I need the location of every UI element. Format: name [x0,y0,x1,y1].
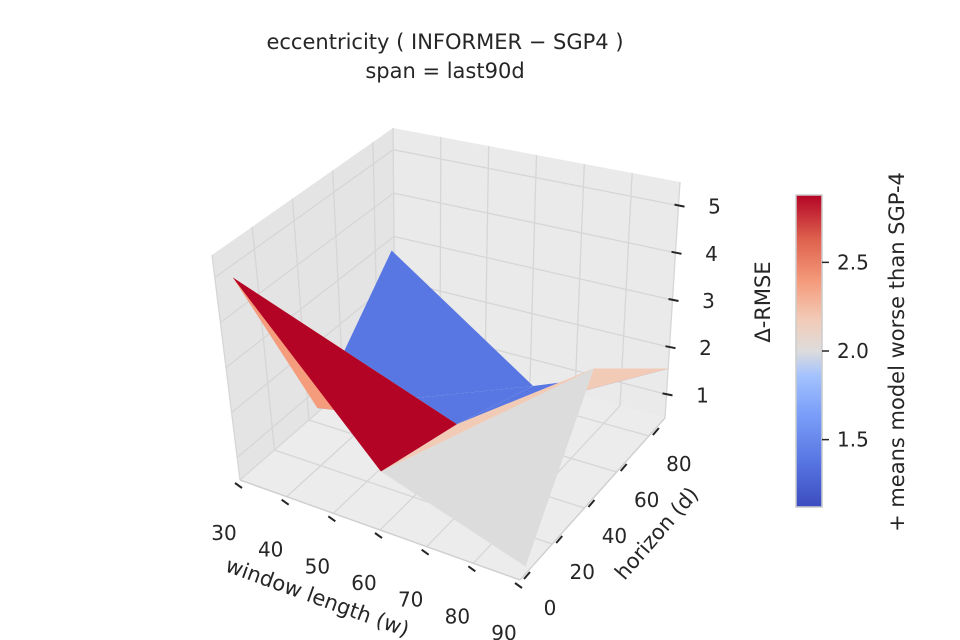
z-tick-label: 3 [702,289,715,313]
colorbar-ticks: 1.5 2.0 2.5 [822,250,869,452]
z-gridline [393,192,676,254]
x-tick-mark [514,582,523,589]
z-tick-label: 4 [705,242,718,266]
z-tick-mark [662,392,673,397]
x-tick-mark [374,532,383,539]
y-tick-mark [587,499,596,508]
z-tick-mark [671,250,682,255]
y-axis-line [519,417,666,581]
surface [232,250,670,567]
colorbar-tick-label: 2.0 [837,339,869,363]
x-tick-mark [421,548,430,556]
z-gridline [393,149,679,207]
x-tick-label: 50 [305,554,330,578]
z-tick-label: 2 [699,336,712,360]
x-tick-label: 90 [491,621,516,640]
surface-facet [232,277,457,472]
z-tick-label: 1 [696,383,709,407]
y-tick-mark [652,427,660,436]
z-gridline [214,149,394,279]
x-tick-label: 60 [351,571,376,595]
y-tick-label: 40 [602,524,627,548]
x-tick-mark [281,498,290,506]
y-tick-label: 20 [569,560,594,584]
z-tick-mark [665,345,676,350]
surface-facet [380,368,594,567]
x-tick-mark [327,515,336,523]
x-tick-mark [234,482,243,489]
colorbar-tick-label: 2.5 [837,250,869,274]
x-tick-label: 70 [398,588,423,612]
z-tick-label: 5 [708,195,721,219]
x-tick-label: 40 [258,538,283,562]
colorbar-label: + means model worse than SGP-4 [885,172,909,532]
z-tick-mark [668,298,679,302]
y-tick-mark [619,463,628,472]
y-tick-mark [523,571,531,580]
x-tick-label: 80 [445,604,470,628]
x-tick-label: 30 [211,521,236,545]
z-tick-mark [674,203,685,208]
y-tick-mark [555,535,563,544]
chart-subtitle: span = last90d [365,59,524,83]
axis-ticks: 30 40 50 60 70 80 90 0 20 40 60 80 1 2 3 4 5 [211,195,721,640]
colorbar [795,194,823,508]
z-axis-label: Δ-RMSE [751,261,775,342]
x-axis-line [239,479,521,581]
z-gridline [225,235,395,369]
z-gridline [393,235,673,301]
z-gridline [394,279,670,348]
chart-title: eccentricity ( INFORMER − SGP4 ) [266,30,623,54]
y-tick-label: 0 [544,596,557,620]
y-tick-label: 80 [666,452,691,476]
y-tick-label: 60 [634,488,659,512]
x-tick-mark [467,565,476,573]
colorbar-tick-label: 1.5 [837,428,869,452]
